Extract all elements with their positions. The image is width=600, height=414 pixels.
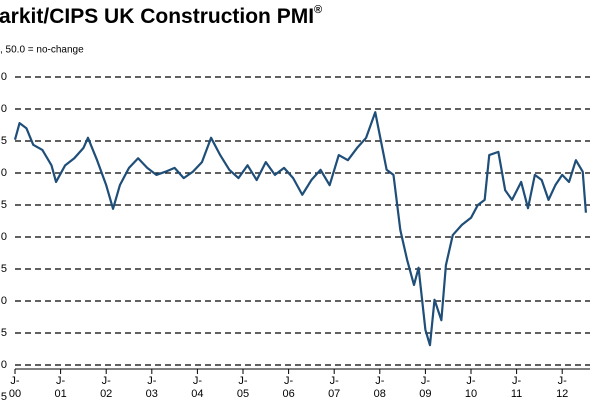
y-tick-label: 5 bbox=[1, 263, 7, 275]
x-tick-label: J-02 bbox=[100, 375, 112, 400]
y-tick-label: 0 bbox=[1, 231, 7, 243]
x-tick-label: J-01 bbox=[54, 375, 66, 400]
x-tick-label: J-03 bbox=[146, 375, 158, 400]
x-tick-label: J-07 bbox=[328, 375, 340, 400]
x-tick-label: J-09 bbox=[419, 375, 431, 400]
x-tick-label: J-11 bbox=[511, 375, 522, 400]
y-tick-label: 5 bbox=[1, 199, 7, 211]
y-tick-label: 0 bbox=[1, 71, 7, 83]
chart-title: arkit/CIPS UK Construction PMI® bbox=[0, 4, 322, 28]
y-tick-label: 5 bbox=[1, 135, 7, 147]
x-tick-label: J-05 bbox=[237, 375, 249, 400]
y-tick-label: 0 bbox=[1, 167, 7, 179]
x-tick-label: J-04 bbox=[191, 375, 203, 400]
y-tick-label: 5 bbox=[1, 391, 7, 403]
y-tick-label: 5 bbox=[1, 327, 7, 339]
x-tick-label: J-00 bbox=[9, 375, 21, 400]
x-tick-label: J-12 bbox=[556, 375, 568, 400]
x-tick-label: J-10 bbox=[465, 375, 477, 400]
x-tick-label: J-06 bbox=[282, 375, 294, 400]
y-tick-label: 0 bbox=[1, 103, 7, 115]
pmi-line bbox=[13, 111, 588, 347]
y-tick-label: 0 bbox=[1, 295, 7, 307]
y-tick-label: 0 bbox=[1, 359, 7, 371]
x-tick-label: J-08 bbox=[374, 375, 386, 400]
title-mark: ® bbox=[314, 4, 322, 16]
title-text: arkit/CIPS UK Construction PMI bbox=[0, 5, 314, 28]
chart-subtitle: , 50.0 = no-change bbox=[0, 45, 84, 56]
